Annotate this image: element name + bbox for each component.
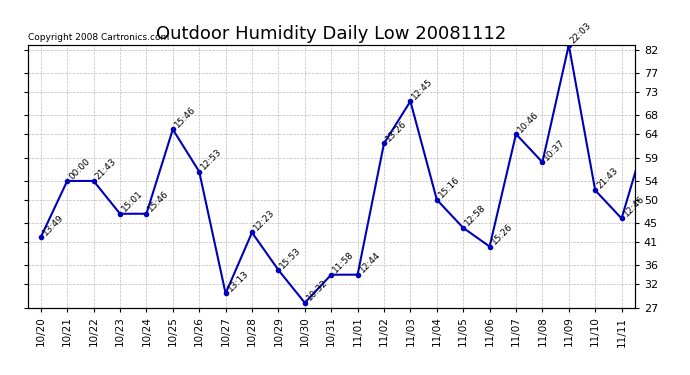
Text: 13:49: 13:49: [41, 213, 66, 237]
Title: Outdoor Humidity Daily Low 20081112: Outdoor Humidity Daily Low 20081112: [156, 26, 506, 44]
Text: 10:32: 10:32: [305, 278, 329, 303]
Text: 15:53: 15:53: [278, 245, 303, 270]
Text: 12:46: 12:46: [622, 194, 646, 218]
Text: 12:53: 12:53: [199, 147, 224, 172]
Text: 12:45: 12:45: [411, 77, 435, 101]
Text: 11:58: 11:58: [331, 250, 356, 274]
Text: 13:13: 13:13: [226, 269, 250, 293]
Text: 15:46: 15:46: [172, 105, 197, 129]
Text: 21:43: 21:43: [595, 166, 620, 190]
Text: 10:37: 10:37: [542, 138, 567, 162]
Text: 12:58: 12:58: [463, 203, 488, 228]
Text: 00:00: 00:00: [67, 156, 92, 181]
Text: 15:01: 15:01: [120, 189, 145, 214]
Text: 13:26: 13:26: [384, 119, 408, 144]
Text: 22:03: 22:03: [569, 21, 593, 45]
Text: 15:26: 15:26: [490, 222, 514, 247]
Text: 21:43: 21:43: [94, 156, 118, 181]
Text: 12:44: 12:44: [357, 250, 382, 274]
Text: 15:46: 15:46: [146, 189, 171, 214]
Text: 13:44: 13:44: [0, 374, 1, 375]
Text: Copyright 2008 Cartronics.com: Copyright 2008 Cartronics.com: [28, 33, 169, 42]
Text: 10:46: 10:46: [516, 110, 540, 134]
Text: 12:23: 12:23: [252, 208, 277, 232]
Text: 15:16: 15:16: [437, 175, 462, 200]
